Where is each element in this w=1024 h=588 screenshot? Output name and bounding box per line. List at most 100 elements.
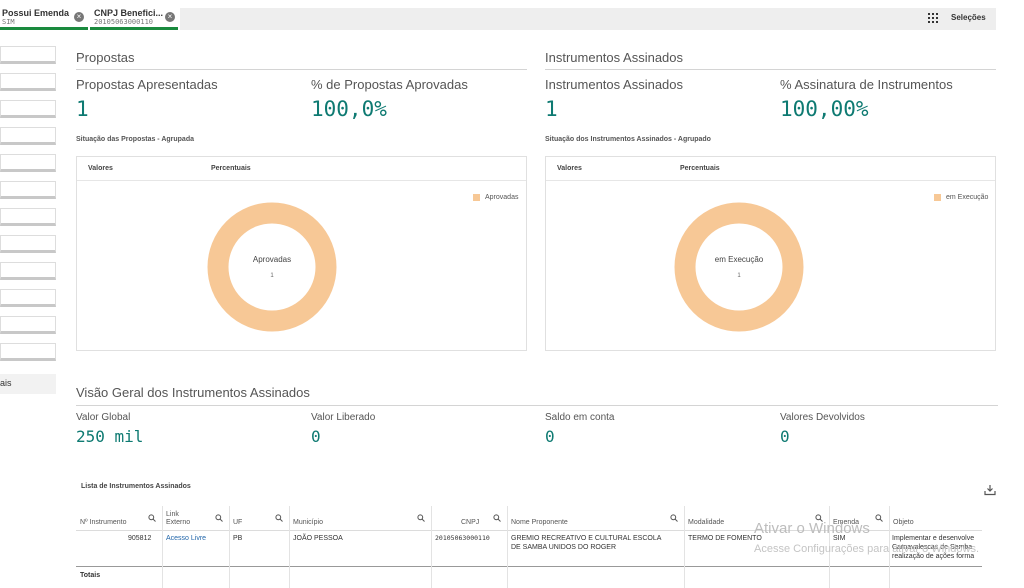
cell-link-externo[interactable]: Acesso Livre — [166, 535, 207, 542]
filter-listbox[interactable] — [0, 181, 56, 199]
kpi-value: 0 — [780, 427, 790, 446]
kpi-value: 250 mil — [76, 427, 144, 446]
filter-listbox[interactable] — [0, 127, 56, 145]
filter-listbox[interactable] — [0, 100, 56, 118]
column-header-label: CNPJ — [461, 519, 480, 526]
search-icon[interactable] — [875, 514, 883, 522]
kpi-label: % de Propostas Aprovadas — [311, 77, 468, 92]
filter-listbox[interactable] — [0, 316, 56, 334]
column-separator — [684, 506, 685, 588]
search-icon[interactable] — [215, 514, 223, 522]
chart-title: Situação das Propostas - Agrupada — [76, 136, 194, 143]
column-separator — [162, 506, 163, 588]
column-header-modalidade[interactable]: Modalidade — [685, 510, 829, 530]
windows-activation-watermark-sub: Acesse Configurações para ativar o Windo… — [754, 543, 979, 555]
column-header-label: Emenda — [833, 519, 860, 526]
column-header-label: Externo — [166, 519, 191, 526]
kpi-value: 0 — [311, 427, 321, 446]
column-header-label: UF — [233, 519, 243, 526]
close-circle-icon[interactable]: × — [165, 12, 175, 22]
cell-nome-proponente: GREMIO RECREATIVO E CULTURAL ESCOLA — [511, 535, 662, 542]
column-header-objeto[interactable]: Objeto — [890, 510, 982, 530]
column-header-nome-proponente[interactable]: Nome Proponente — [508, 510, 684, 530]
search-icon[interactable] — [275, 514, 283, 522]
instrumentos-donut-panel: Valores Percentuais em Execução em Execu… — [545, 156, 996, 351]
selection-chip-possui-emenda[interactable]: Possui Emenda SIM × — [0, 6, 88, 30]
cell-objeto: Implementar e desenvolve — [892, 535, 975, 542]
column-header-label: Objeto — [893, 519, 914, 526]
column-header-label: Município — [293, 519, 323, 526]
donut-chart[interactable] — [207, 202, 337, 332]
column-header-municipio[interactable]: Município — [290, 510, 431, 530]
selections-grid-icon[interactable] — [928, 13, 938, 23]
cell-nome-proponente: DE SAMBA UNIDOS DO ROGER — [511, 544, 617, 551]
search-icon[interactable] — [148, 514, 156, 522]
cell-uf: PB — [233, 535, 243, 542]
chip-title: CNPJ Benefici... — [94, 8, 164, 18]
column-separator — [889, 506, 890, 588]
kpi-label: Instrumentos Assinados — [545, 77, 684, 92]
chart-title: Situação dos Instrumentos Assinados - Ag… — [545, 136, 711, 143]
legend-label: Aprovadas — [485, 194, 519, 201]
filter-listbox[interactable] — [0, 208, 56, 226]
totals-label: Totais — [80, 572, 101, 579]
kpi-label: Saldo em conta — [545, 412, 615, 423]
column-header-uf[interactable]: UF — [230, 510, 289, 530]
search-icon[interactable] — [493, 514, 501, 522]
selections-button[interactable]: Seleções — [951, 13, 986, 22]
column-header-numero[interactable]: Nº Instrumento — [77, 510, 162, 530]
tab-percentuais[interactable]: Percentuais — [680, 165, 720, 172]
column-separator — [829, 506, 830, 588]
column-header-label: Nome Proponente — [511, 519, 568, 526]
column-header-emenda[interactable]: Emenda — [830, 510, 889, 530]
table-header-divider — [76, 530, 982, 531]
kpi-label: Valores Devolvidos — [780, 412, 865, 423]
donut-center-label: em Execução — [714, 255, 764, 264]
column-header-link-externo[interactable]: Link Externo — [163, 510, 229, 530]
search-icon[interactable] — [815, 514, 823, 522]
tab-valores[interactable]: Valores — [557, 165, 582, 172]
chip-value: 20105063000110 — [94, 18, 154, 26]
close-circle-icon[interactable]: × — [74, 12, 84, 22]
donut-center-value: 1 — [737, 273, 741, 279]
filter-listbox[interactable] — [0, 235, 56, 253]
propostas-donut-panel: Valores Percentuais Aprovadas Aprovadas … — [76, 156, 527, 351]
kpi-label: % Assinatura de Instrumentos — [780, 77, 953, 92]
filter-listbox[interactable] — [0, 343, 56, 361]
legend-swatch — [473, 194, 480, 201]
selections-bar: Possui Emenda SIM × CNPJ Benefici... 201… — [0, 0, 1024, 34]
visao-geral-section-title: Visão Geral dos Instrumentos Assinados — [76, 385, 310, 400]
section-divider — [76, 69, 527, 70]
table-totals-divider — [76, 566, 982, 567]
selections-strip — [180, 8, 996, 30]
selection-chip-cnpj[interactable]: CNPJ Benefici... 20105063000110 × — [90, 6, 178, 30]
column-header-cnpj[interactable]: CNPJ — [432, 510, 507, 530]
search-icon[interactable] — [417, 514, 425, 522]
filter-listbox[interactable] — [0, 289, 56, 307]
column-separator — [289, 506, 290, 588]
filter-listbox[interactable] — [0, 46, 56, 64]
tab-percentuais[interactable]: Percentuais — [211, 165, 251, 172]
search-icon[interactable] — [670, 514, 678, 522]
donut-slice-em-execucao[interactable] — [674, 202, 804, 332]
download-icon[interactable] — [984, 484, 996, 496]
section-divider — [545, 69, 996, 70]
chart-tabs: Valores Percentuais — [546, 157, 995, 181]
filter-item-label[interactable]: ais — [0, 378, 12, 388]
filter-listbox[interactable] — [0, 73, 56, 91]
tab-valores[interactable]: Valores — [88, 165, 113, 172]
cell-modalidade: TERMO DE FOMENTO — [688, 535, 762, 542]
chip-title: Possui Emenda — [2, 8, 70, 18]
filter-listbox[interactable] — [0, 154, 56, 172]
cell-numero: 905812 — [128, 535, 152, 542]
cell-cnpj: 20105063000110 — [435, 534, 490, 542]
kpi-label: Valor Liberado — [311, 412, 376, 423]
chart-tabs: Valores Percentuais — [77, 157, 526, 181]
donut-slice-aprovadas[interactable] — [207, 202, 337, 332]
cell-objeto: realização de ações forma — [892, 553, 975, 560]
section-divider — [76, 405, 998, 406]
filter-listbox[interactable] — [0, 262, 56, 280]
column-header-label: Link — [166, 511, 179, 518]
donut-chart[interactable] — [674, 202, 804, 332]
column-header-label: Nº Instrumento — [80, 519, 127, 526]
